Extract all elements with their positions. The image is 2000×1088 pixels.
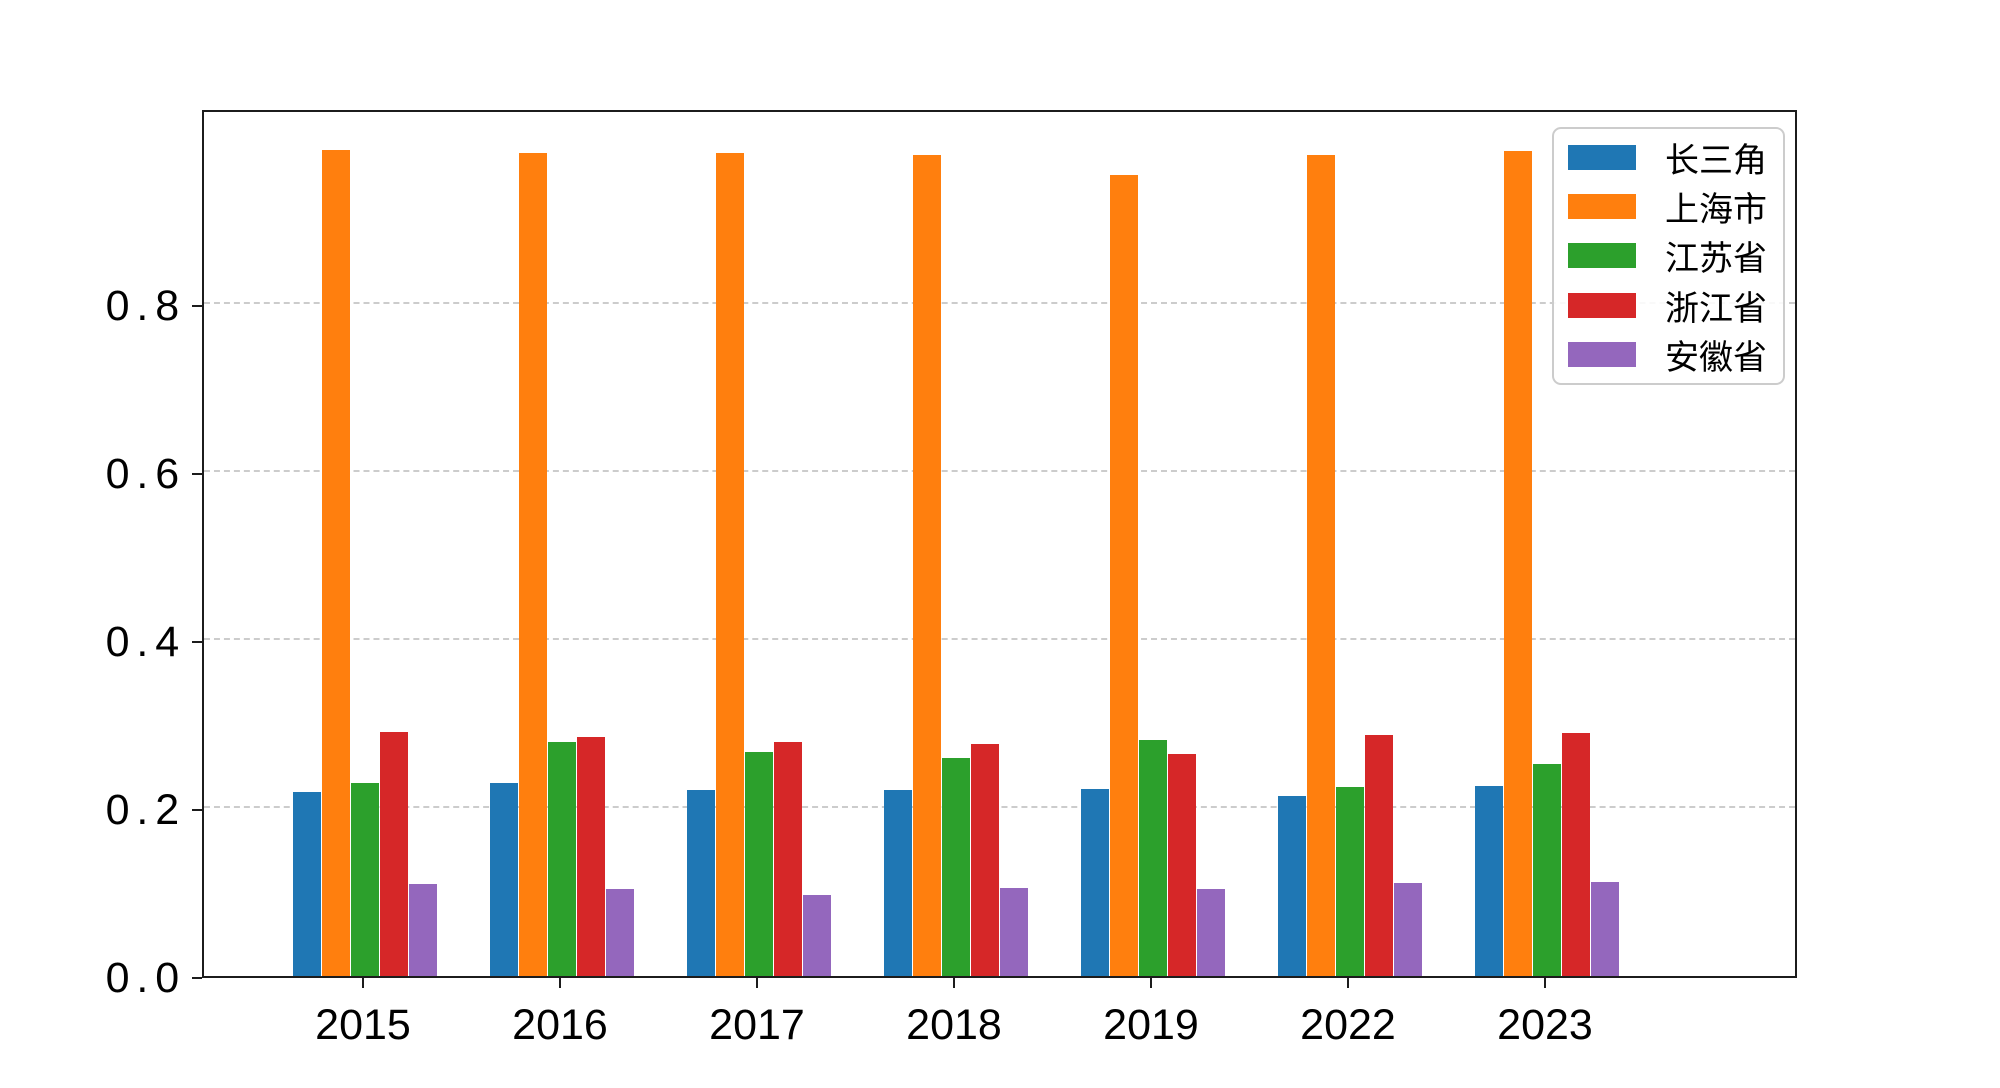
y-tick-mark-0.8 xyxy=(192,304,202,307)
bar-group-2023 xyxy=(1475,112,1619,976)
bar-浙江省-2018 xyxy=(971,744,999,976)
legend: 长三角上海市江苏省浙江省安徽省 xyxy=(1552,127,1785,385)
bar-长三角-2018 xyxy=(884,789,912,976)
legend-entry-长三角: 长三角 xyxy=(1568,133,1783,182)
y-tick-label-0.8: 0.8 xyxy=(105,282,186,330)
legend-label-长三角: 长三角 xyxy=(1665,142,1767,181)
legend-entry-江苏省: 江苏省 xyxy=(1568,231,1783,280)
y-tick-label-0.0: 0.0 xyxy=(105,954,186,1002)
bar-上海市-2015 xyxy=(322,150,350,976)
x-tick-label-2017: 2017 xyxy=(709,1001,805,1049)
bar-江苏省-2023 xyxy=(1533,764,1561,976)
legend-label-上海市: 上海市 xyxy=(1665,191,1767,230)
x-tick-label-2022: 2022 xyxy=(1300,1001,1396,1049)
x-tick-mark-2017 xyxy=(755,978,759,988)
bar-浙江省-2015 xyxy=(380,731,408,976)
bar-上海市-2018 xyxy=(913,155,941,976)
legend-entry-安徽省: 安徽省 xyxy=(1568,330,1783,379)
legend-entry-浙江省: 浙江省 xyxy=(1568,281,1783,330)
bar-上海市-2023 xyxy=(1504,151,1532,976)
bar-浙江省-2022 xyxy=(1365,734,1393,976)
bar-江苏省-2015 xyxy=(351,782,379,976)
legend-swatch-长三角 xyxy=(1568,145,1636,171)
x-tick-label-2015: 2015 xyxy=(315,1001,411,1049)
bar-长三角-2022 xyxy=(1278,796,1306,976)
bar-上海市-2016 xyxy=(519,152,547,976)
x-tick-mark-2023 xyxy=(1543,978,1547,988)
bar-上海市-2022 xyxy=(1307,155,1335,976)
x-tick-mark-2015 xyxy=(361,978,365,988)
bar-长三角-2015 xyxy=(293,792,321,976)
gridline-0.8 xyxy=(204,302,1795,304)
gridline-0.6 xyxy=(204,470,1795,472)
x-tick-label-2023: 2023 xyxy=(1497,1001,1593,1049)
legend-swatch-安徽省 xyxy=(1568,341,1636,367)
bar-安徽省-2016 xyxy=(606,889,634,976)
bar-group-2022 xyxy=(1278,112,1422,976)
bar-浙江省-2017 xyxy=(774,741,802,976)
legend-label-江苏省: 江苏省 xyxy=(1665,240,1767,279)
bar-浙江省-2019 xyxy=(1168,754,1196,976)
bar-group-2019 xyxy=(1081,112,1225,976)
legend-swatch-上海市 xyxy=(1568,194,1636,220)
y-tick-mark-0.4 xyxy=(192,640,202,643)
x-tick-mark-2016 xyxy=(558,978,562,988)
bar-江苏省-2022 xyxy=(1336,787,1364,976)
y-tick-mark-0.6 xyxy=(192,472,202,475)
y-tick-label-0.2: 0.2 xyxy=(105,786,186,834)
x-tick-mark-2019 xyxy=(1149,978,1153,988)
bar-安徽省-2023 xyxy=(1591,881,1619,976)
x-tick-label-2019: 2019 xyxy=(1103,1001,1199,1049)
bar-安徽省-2019 xyxy=(1197,889,1225,976)
bar-group-2015 xyxy=(293,112,437,976)
bar-上海市-2017 xyxy=(716,152,744,976)
bar-长三角-2016 xyxy=(490,782,518,976)
legend-label-浙江省: 浙江省 xyxy=(1665,289,1767,328)
y-tick-mark-0.2 xyxy=(192,808,202,811)
bar-长三角-2019 xyxy=(1081,788,1109,976)
bar-group-2017 xyxy=(687,112,831,976)
bar-江苏省-2018 xyxy=(942,757,970,976)
bar-长三角-2017 xyxy=(687,789,715,976)
legend-label-安徽省: 安徽省 xyxy=(1665,338,1767,377)
bar-安徽省-2018 xyxy=(1000,887,1028,976)
bar-江苏省-2019 xyxy=(1139,739,1167,976)
bar-长三角-2023 xyxy=(1475,786,1503,976)
y-tick-mark-0.0 xyxy=(192,976,202,979)
bar-浙江省-2023 xyxy=(1562,733,1590,976)
x-tick-mark-2018 xyxy=(952,978,956,988)
bar-江苏省-2016 xyxy=(548,741,576,976)
gridline-0.4 xyxy=(204,638,1795,640)
bar-上海市-2019 xyxy=(1110,174,1138,976)
gridline-0.2 xyxy=(204,806,1795,808)
y-tick-label-0.6: 0.6 xyxy=(105,450,186,498)
bar-浙江省-2016 xyxy=(577,737,605,976)
y-tick-label-0.4: 0.4 xyxy=(105,618,186,666)
legend-entry-上海市: 上海市 xyxy=(1568,182,1783,231)
x-tick-label-2016: 2016 xyxy=(512,1001,608,1049)
bar-安徽省-2015 xyxy=(409,884,437,976)
legend-swatch-江苏省 xyxy=(1568,243,1636,269)
plot-area xyxy=(202,110,1797,978)
x-tick-label-2018: 2018 xyxy=(906,1001,1002,1049)
x-tick-mark-2022 xyxy=(1346,978,1350,988)
bar-江苏省-2017 xyxy=(745,751,773,976)
bar-group-2018 xyxy=(884,112,1028,976)
bar-安徽省-2017 xyxy=(803,894,831,976)
bar-安徽省-2022 xyxy=(1394,882,1422,976)
legend-swatch-浙江省 xyxy=(1568,292,1636,318)
bar-group-2016 xyxy=(490,112,634,976)
